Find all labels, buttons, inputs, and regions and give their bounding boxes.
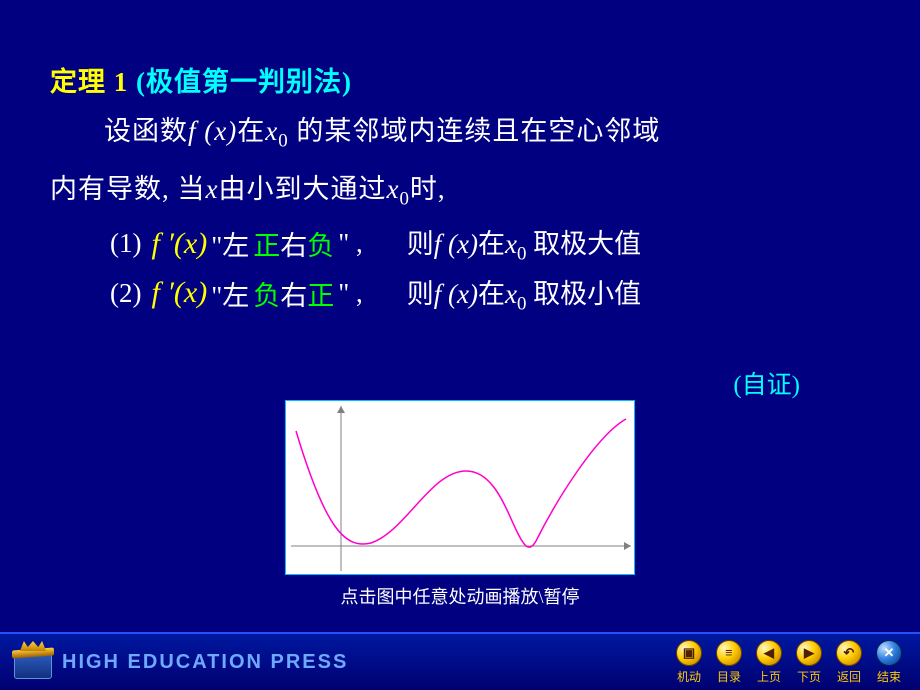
quote-open: "左 bbox=[211, 224, 249, 263]
nav-label: 结束 bbox=[877, 668, 901, 685]
x0sub: 0 bbox=[517, 244, 526, 265]
nav-label: 机动 bbox=[677, 668, 701, 685]
fprime: f ′(x) bbox=[151, 227, 207, 261]
fprime: f ′(x) bbox=[151, 276, 207, 310]
nav-prev-button[interactable]: ◀ 上页 bbox=[756, 640, 782, 685]
word-neg: 负 bbox=[253, 274, 280, 313]
nav-label: 下页 bbox=[797, 668, 821, 685]
fx: f (x) bbox=[188, 116, 237, 146]
curve-svg bbox=[286, 401, 636, 576]
x0: x bbox=[265, 116, 278, 146]
nav-icon: ◀ bbox=[756, 640, 782, 666]
txt: 时, bbox=[410, 174, 446, 204]
rule-row: (1) f ′(x) "左正右负" , 则f (x)在x0 取极大值 bbox=[110, 222, 880, 265]
rule-row: (2) f ′(x) "左负右正" , 则f (x)在x0 取极小值 bbox=[110, 272, 880, 315]
title-main: 定理 1 bbox=[50, 67, 136, 97]
nav-buttons: ▣ 机动 ≡ 目录 ◀ 上页 ▶ 下页 ↶ 返回 ✕ 结束 bbox=[676, 640, 902, 685]
txt: 设函数 bbox=[104, 116, 188, 146]
nav-end-button[interactable]: ✕ 结束 bbox=[876, 640, 902, 685]
quote-open: "左 bbox=[211, 274, 249, 313]
txt: 取极大值 bbox=[526, 229, 641, 259]
x0sub: 0 bbox=[278, 130, 288, 151]
txt: 取极小值 bbox=[526, 279, 641, 309]
fx: f (x) bbox=[434, 229, 478, 259]
x0: x bbox=[386, 174, 399, 204]
word-neg: 负 bbox=[307, 224, 334, 263]
x0: x bbox=[505, 229, 517, 259]
footer-bar: HIGH EDUCATION PRESS ▣ 机动 ≡ 目录 ◀ 上页 ▶ 下页… bbox=[0, 632, 920, 690]
quote-close: " , bbox=[338, 278, 363, 309]
txt: 由小到大通过 bbox=[218, 174, 386, 204]
slide-content: 定理 1 (极值第一判别法) 设函数f (x)在x0 的某邻域内连续且在空心邻域… bbox=[0, 0, 920, 630]
txt: 在 bbox=[478, 229, 505, 259]
animation-block: 点击图中任意处动画播放\暂停 bbox=[285, 400, 635, 609]
nav-icon: ▣ bbox=[676, 640, 702, 666]
function-curve bbox=[296, 419, 626, 547]
self-proof: (自证) bbox=[733, 365, 800, 401]
nav-motion-button[interactable]: ▣ 机动 bbox=[676, 640, 702, 685]
word-pos: 正 bbox=[253, 224, 280, 263]
x: x bbox=[206, 174, 219, 204]
x-arrow-icon bbox=[624, 542, 631, 550]
logo: HIGH EDUCATION PRESS bbox=[12, 641, 348, 683]
mid: 右 bbox=[280, 274, 307, 313]
nav-icon: ▶ bbox=[796, 640, 822, 666]
word-pos: 正 bbox=[307, 274, 334, 313]
txt: 内有导数, 当 bbox=[50, 174, 206, 204]
x0sub: 0 bbox=[399, 188, 409, 209]
nav-label: 返回 bbox=[837, 668, 861, 685]
then: 则f (x)在x0 取极小值 bbox=[407, 272, 641, 315]
animation-frame[interactable] bbox=[285, 400, 635, 575]
title-sub: (极值第一判别法) bbox=[136, 67, 352, 97]
nav-icon: ↶ bbox=[836, 640, 862, 666]
fx: f (x) bbox=[434, 279, 478, 309]
x0sub: 0 bbox=[517, 293, 526, 314]
premise-line-1: 设函数f (x)在x0 的某邻域内连续且在空心邻域 bbox=[50, 109, 880, 157]
txt: 则 bbox=[407, 279, 434, 309]
rule-num: (1) bbox=[110, 228, 141, 259]
txt: 的某邻域内连续 bbox=[289, 116, 493, 146]
brand-text: HIGH EDUCATION PRESS bbox=[62, 651, 348, 674]
animation-caption: 点击图中任意处动画播放\暂停 bbox=[285, 583, 635, 609]
txt: 且在空心邻域 bbox=[492, 116, 660, 146]
nav-toc-button[interactable]: ≡ 目录 bbox=[716, 640, 742, 685]
logo-icon bbox=[12, 641, 54, 683]
nav-label: 目录 bbox=[717, 668, 741, 685]
then: 则f (x)在x0 取极大值 bbox=[407, 222, 641, 265]
theorem-title: 定理 1 (极值第一判别法) bbox=[50, 60, 880, 99]
rules-block: (1) f ′(x) "左正右负" , 则f (x)在x0 取极大值 (2) f… bbox=[50, 222, 880, 315]
nav-label: 上页 bbox=[757, 668, 781, 685]
premise-line-2: 内有导数, 当x由小到大通过x0时, bbox=[50, 167, 880, 215]
mid: 右 bbox=[280, 224, 307, 263]
txt: 则 bbox=[407, 229, 434, 259]
nav-back-button[interactable]: ↶ 返回 bbox=[836, 640, 862, 685]
nav-next-button[interactable]: ▶ 下页 bbox=[796, 640, 822, 685]
rule-num: (2) bbox=[110, 278, 141, 309]
txt: 在 bbox=[237, 116, 265, 146]
nav-icon: ≡ bbox=[716, 640, 742, 666]
txt: 在 bbox=[478, 279, 505, 309]
nav-icon: ✕ bbox=[876, 640, 902, 666]
x0: x bbox=[505, 279, 517, 309]
y-arrow-icon bbox=[337, 406, 345, 413]
quote-close: " , bbox=[338, 228, 363, 259]
